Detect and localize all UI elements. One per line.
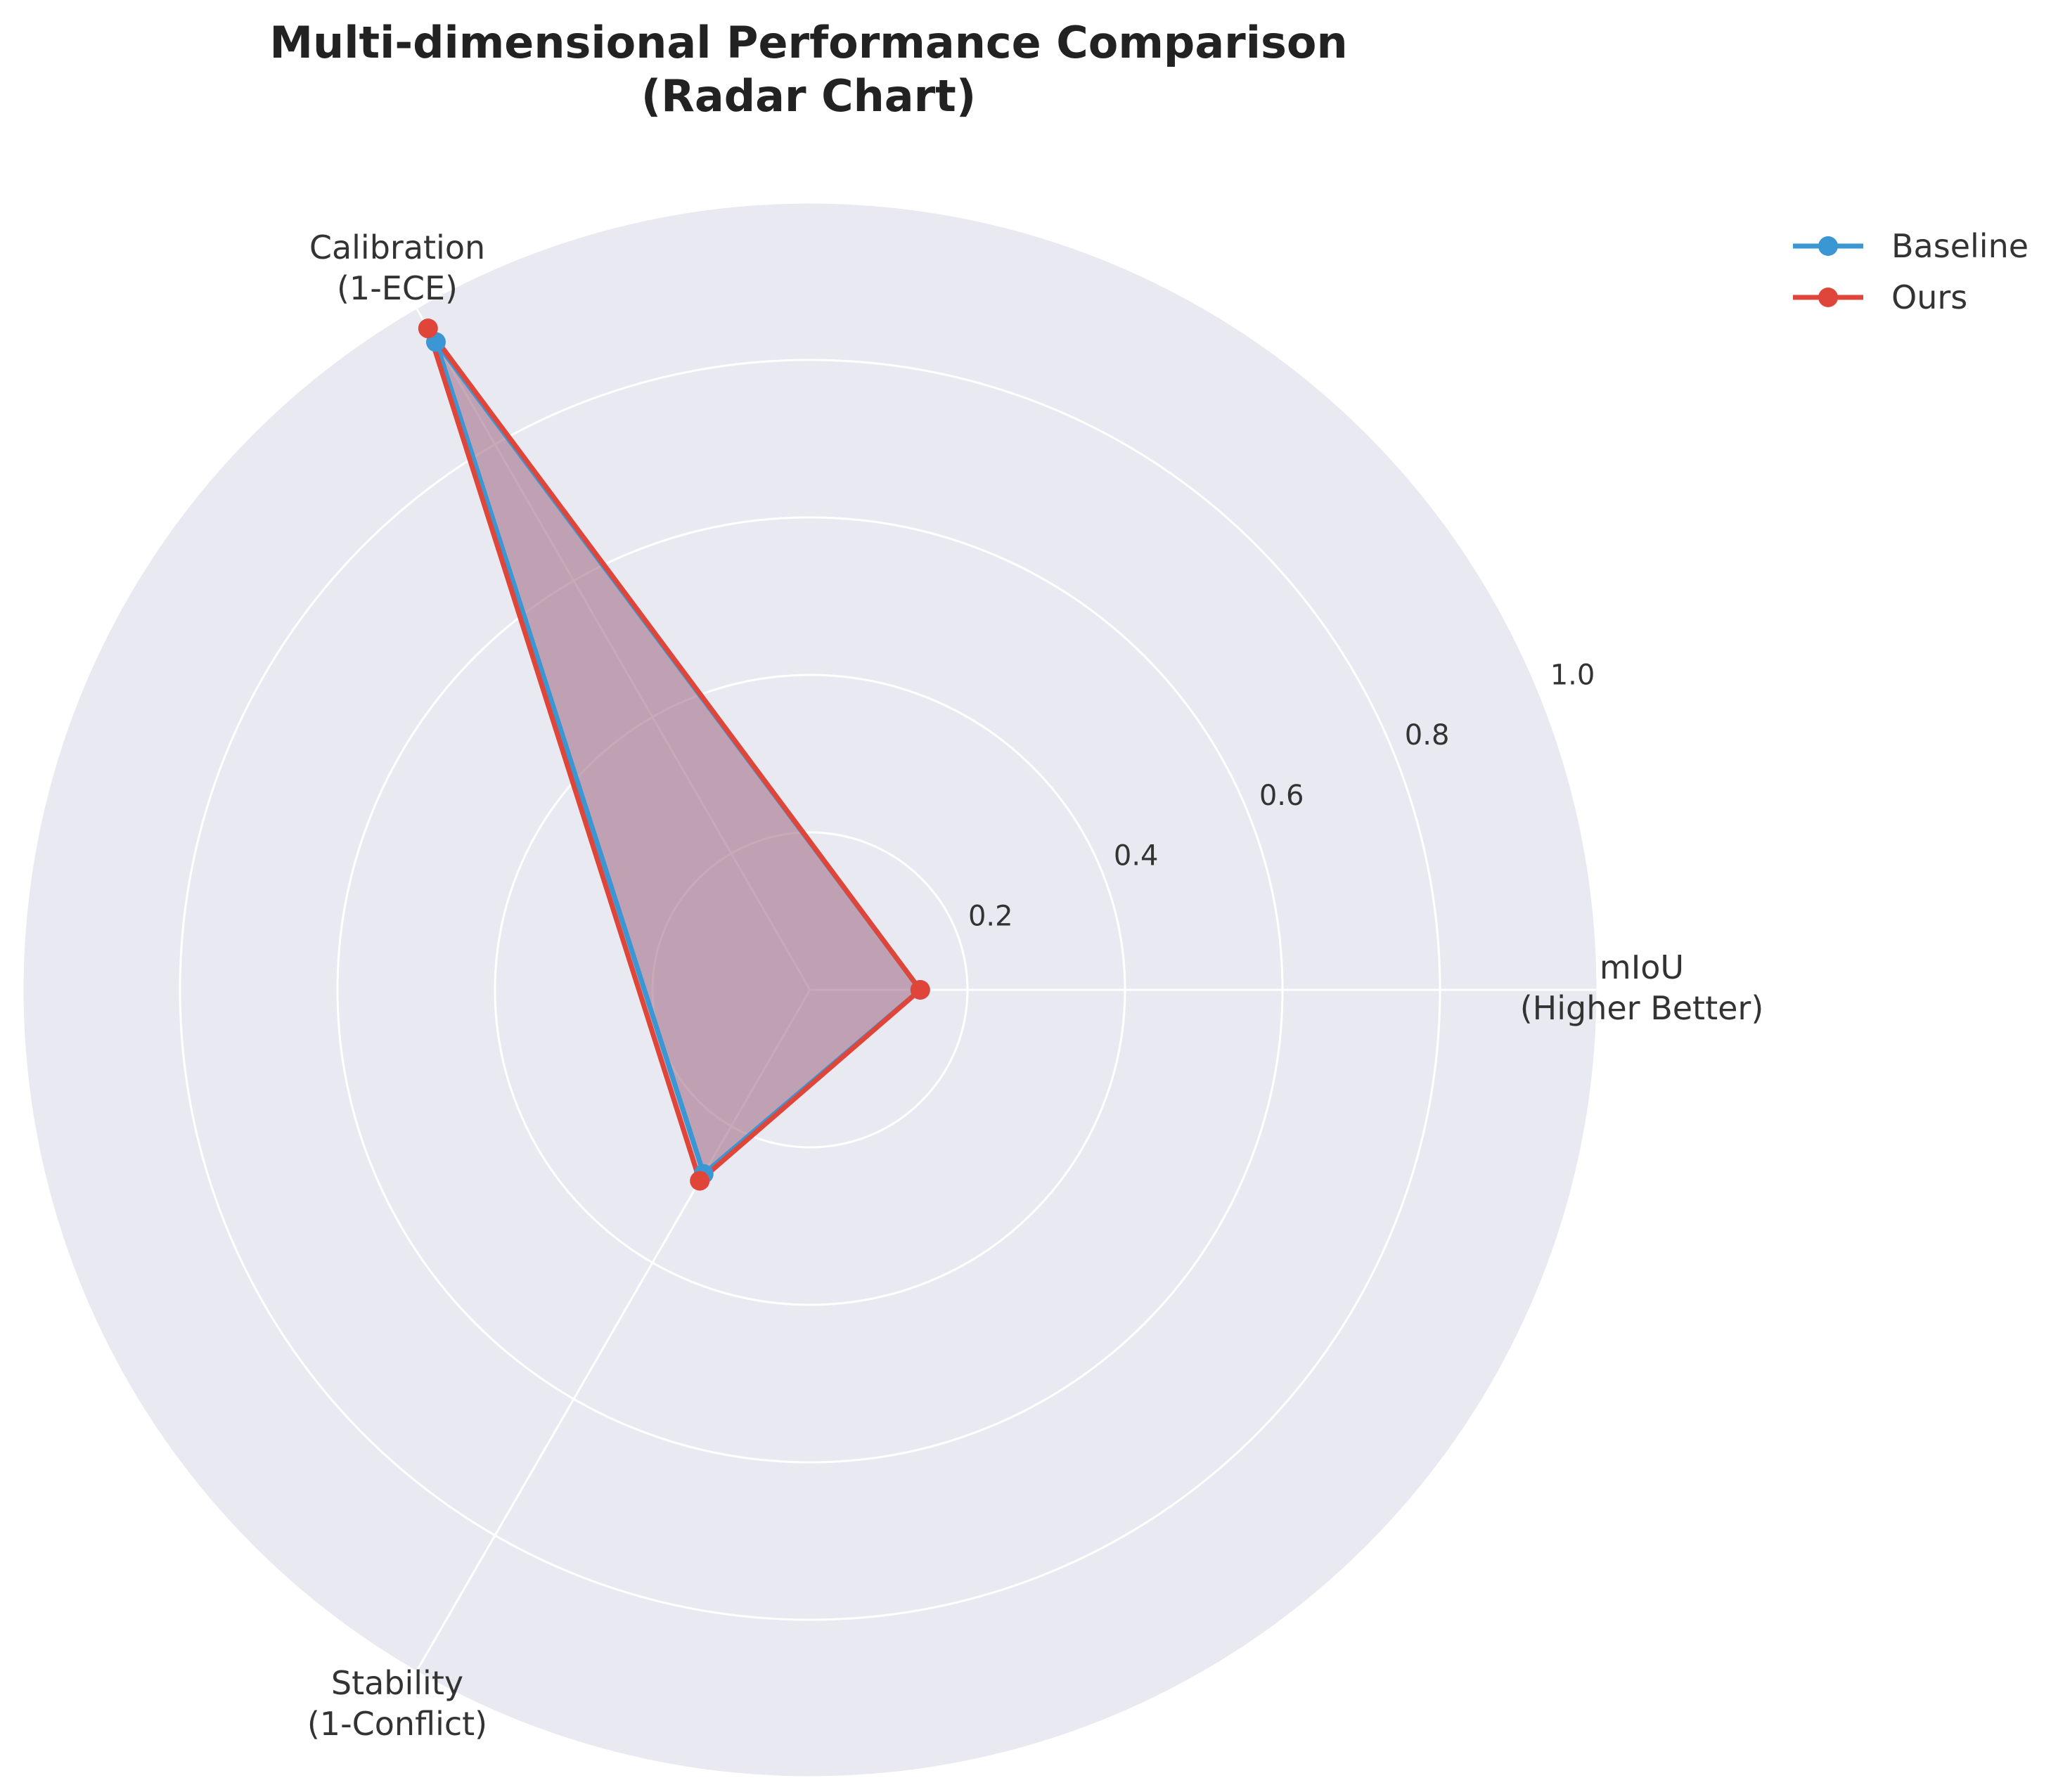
data-point-ours-0 xyxy=(910,980,930,1000)
r-tick-label-3: 0.8 xyxy=(1405,719,1450,752)
legend: Baseline Ours xyxy=(1793,227,2029,316)
r-tick-label-1: 0.4 xyxy=(1114,840,1159,872)
axis-spoke-1 xyxy=(415,307,811,991)
axis-spokes xyxy=(415,307,1597,1672)
axis-label-miou-line1: mIoU xyxy=(1600,948,1684,986)
data-point-ours-2 xyxy=(690,1171,710,1191)
series-lines xyxy=(425,325,923,1184)
series-fill-ours xyxy=(427,328,920,1181)
legend-item-ours: Ours xyxy=(1793,278,1967,316)
series-fill-baseline xyxy=(436,342,920,1174)
data-point-ours-1 xyxy=(418,318,438,339)
series-line-ours xyxy=(425,325,923,1184)
legend-item-baseline: Baseline xyxy=(1793,227,2029,265)
axis-label-calibration: Calibration (1-ECE) xyxy=(309,228,485,307)
axis-label-calibration-line2: (1-ECE) xyxy=(337,269,458,307)
axis-label-calibration-line1: Calibration xyxy=(309,228,485,266)
chart-subtitle: (Radar Chart) xyxy=(641,70,976,122)
series-points xyxy=(418,318,930,1191)
axis-label-miou-line2: (Higher Better) xyxy=(1520,989,1764,1027)
legend-label-baseline: Baseline xyxy=(1891,227,2029,265)
axis-label-stability: Stability (1-Conflict) xyxy=(307,1664,487,1743)
axis-label-miou: mIoU (Higher Better) xyxy=(1520,948,1764,1027)
r-tick-label-0: 0.2 xyxy=(968,900,1013,932)
r-tick-label-4: 1.0 xyxy=(1550,659,1595,691)
chart-title: Multi-dimensional Performance Comparison xyxy=(269,17,1347,68)
series-fills xyxy=(427,328,920,1181)
legend-marker-baseline xyxy=(1818,236,1838,256)
axis-spoke-2 xyxy=(415,989,811,1672)
legend-label-ours: Ours xyxy=(1891,278,1967,316)
legend-marker-ours xyxy=(1818,288,1838,307)
r-tick-label-2: 0.6 xyxy=(1259,780,1304,812)
radial-tick-labels: 0.2 0.4 0.6 0.8 1.0 xyxy=(968,659,1595,932)
axis-label-stability-line1: Stability xyxy=(331,1664,463,1702)
axis-label-stability-line2: (1-Conflict) xyxy=(307,1705,487,1743)
